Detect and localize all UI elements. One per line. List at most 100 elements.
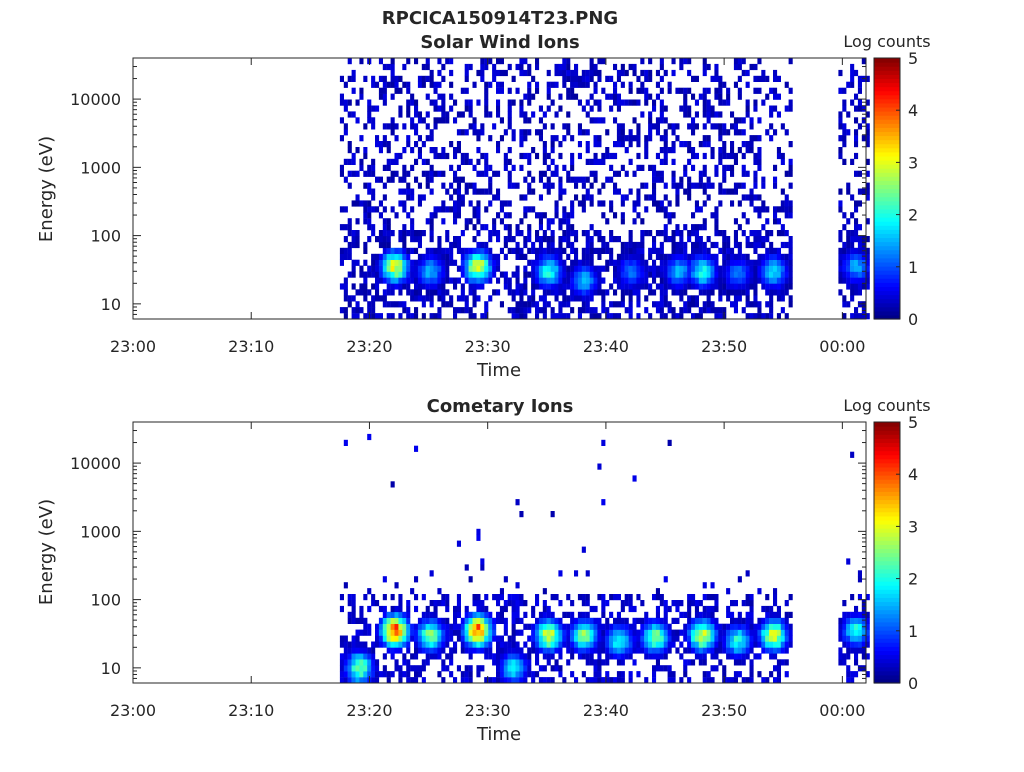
spectrogram-cell: [597, 188, 602, 195]
spectrogram-cell: [585, 629, 590, 636]
spectrogram-cell: [652, 247, 657, 254]
spectrogram-cell: [562, 58, 567, 65]
spectrogram-cell: [675, 123, 680, 130]
spectrogram-cell: [698, 659, 703, 666]
spectrogram-cell: [745, 147, 750, 154]
spectrogram-cell: [624, 307, 629, 314]
spectrogram-cell: [386, 224, 391, 231]
spectrogram-cell: [339, 206, 344, 213]
spectrogram-cell: [538, 277, 543, 284]
spectrogram-cell: [437, 247, 442, 254]
spectrogram-cell: [566, 265, 571, 272]
spectrogram-cell: [558, 653, 563, 660]
spectrogram-cell: [613, 117, 618, 124]
spectrogram-cell: [410, 230, 415, 237]
spectrogram-cell: [414, 111, 419, 118]
spectrogram-cell: [589, 170, 594, 177]
colorbar-segment: [874, 470, 900, 476]
spectrogram-cell: [593, 641, 598, 648]
spectrogram-cell: [441, 277, 446, 284]
spectrogram-cell: [675, 629, 680, 636]
spectrogram-cell: [585, 69, 590, 77]
spectrogram-cell: [566, 277, 571, 284]
spectrogram-cell: [347, 659, 352, 666]
spectrogram-cell: [652, 301, 657, 308]
spectrogram-cell: [371, 123, 376, 130]
colorbar-segment: [874, 674, 900, 680]
spectrogram-cell: [515, 677, 520, 684]
spectrogram-cell: [655, 123, 660, 130]
spectrogram-cell: [488, 58, 493, 65]
spectrogram-cell: [429, 600, 434, 607]
spectrogram-cell: [542, 147, 547, 154]
spectrogram-cell: [769, 307, 774, 314]
spectrogram-cell: [737, 253, 742, 260]
spectrogram-cell: [687, 265, 692, 272]
spectrogram-cell: [706, 194, 711, 201]
spectrogram-cell: [359, 653, 364, 660]
spectrogram-cell: [527, 117, 532, 124]
colorbar-tick-label: 2: [908, 206, 918, 225]
spectrogram-cell: [574, 194, 579, 201]
spectrogram-cell: [593, 69, 598, 77]
spectrogram-cell: [857, 635, 862, 642]
spectrogram-cell: [410, 629, 415, 636]
spectrogram-cell: [854, 271, 859, 278]
spectrogram-cell: [722, 253, 727, 260]
spectrogram-cell: [691, 164, 696, 171]
spectrogram-cell: [519, 653, 524, 660]
spectrogram-cell: [757, 588, 762, 595]
spectrogram-cell: [402, 176, 407, 183]
spectrogram-cell: [683, 271, 688, 278]
spectrogram-cell: [857, 277, 862, 284]
spectrogram-cell: [378, 271, 383, 278]
spectrogram-cell: [355, 259, 360, 266]
spectrogram-cell: [468, 665, 473, 672]
spectrogram-cell: [663, 259, 668, 266]
colorbar-segment: [874, 438, 900, 443]
spectrogram-cell: [753, 265, 758, 272]
spectrogram-cell: [585, 141, 590, 148]
spectrogram-cell: [741, 182, 746, 189]
spectrogram-cell: [850, 594, 855, 601]
spectrogram-cell: [398, 605, 403, 613]
spectrogram-cell: [671, 241, 676, 249]
spectrogram-cell: [613, 623, 618, 630]
spectrogram-cell: [406, 259, 411, 266]
spectrogram-cell: [842, 224, 847, 231]
spectrogram-cell: [398, 105, 403, 112]
spectrogram-cell: [375, 635, 380, 642]
spectrogram-cell: [367, 99, 372, 106]
spectrogram-cell: [624, 265, 629, 272]
spectrogram-cell: [375, 265, 380, 272]
spectrogram-cell: [659, 295, 664, 302]
spectrogram-cell: [589, 93, 594, 100]
spectrogram-cell: [632, 253, 637, 260]
spectrogram-cell: [523, 194, 528, 201]
spectrogram-cell: [628, 236, 633, 243]
spectrogram-cell: [570, 75, 575, 82]
spectrogram-cell: [546, 218, 551, 225]
spectrogram-cell: [854, 200, 859, 207]
spectrogram-cell: [663, 665, 668, 672]
spectrogram-cell: [694, 265, 699, 272]
spectrogram-cell: [593, 665, 598, 672]
spectrogram-cell: [441, 200, 446, 207]
spectrogram-cell: [367, 588, 372, 595]
spectrogram-cell: [773, 594, 778, 601]
spectrogram-cell: [663, 253, 668, 260]
spectrogram-cell: [628, 87, 633, 94]
spectrogram-cell: [386, 253, 391, 260]
spectrogram-cell: [535, 313, 540, 320]
spectrogram-cell: [861, 135, 866, 142]
spectrogram-cell: [437, 295, 442, 302]
spectrogram-cell: [624, 241, 629, 249]
spectrogram-cell: [628, 188, 633, 195]
spectrogram-cell: [531, 277, 536, 284]
spectrogram-cell: [714, 629, 719, 636]
spectrogram-cell: [531, 641, 536, 648]
spectrogram-cell: [671, 265, 676, 272]
spectrogram-cell: [749, 283, 754, 290]
spectrogram-cell: [675, 635, 680, 642]
spectrogram-cell: [850, 647, 855, 654]
